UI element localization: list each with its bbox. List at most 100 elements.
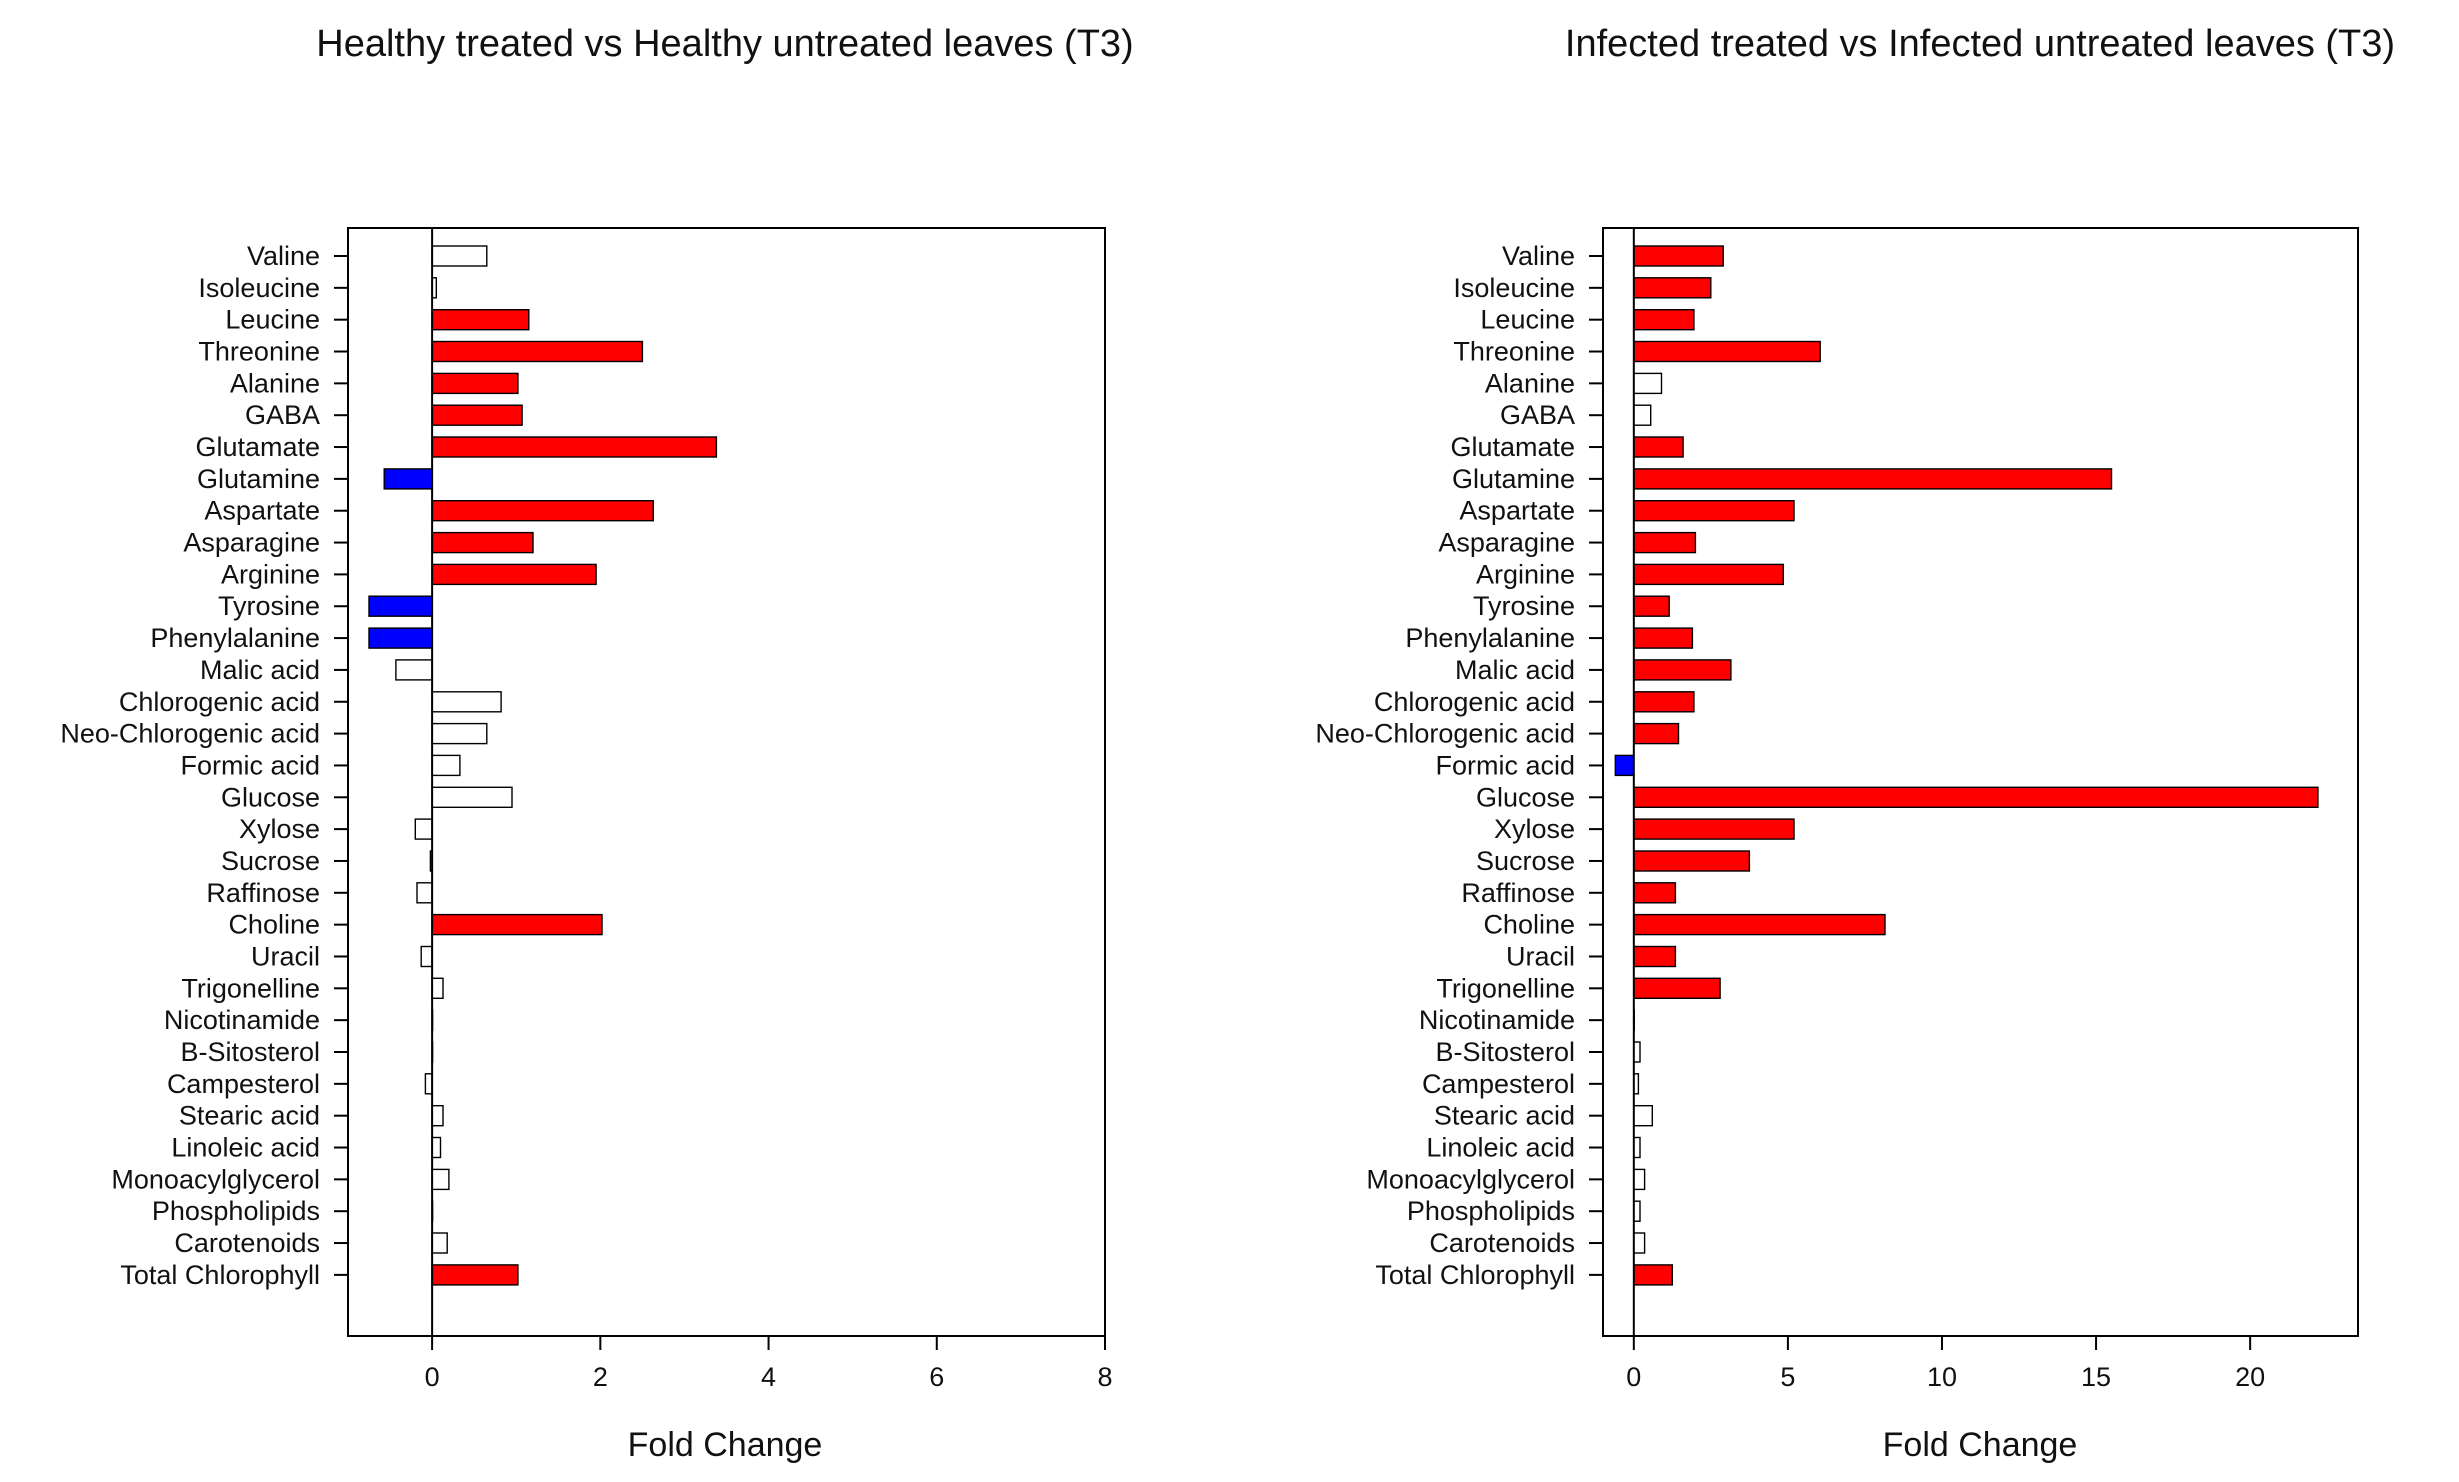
bar-uracil (1633, 945, 1677, 968)
x-tick-label: 15 (2081, 1362, 2111, 1392)
category-label: Xylose (239, 814, 320, 844)
bar-leucine (1633, 309, 1695, 331)
bar-chlorogenic-acid (1633, 691, 1695, 713)
x-tick-label: 6 (929, 1362, 944, 1392)
category-label: Uracil (1506, 941, 1575, 971)
bar-xylose (414, 818, 433, 840)
bar-total-chlorophyll (1633, 1264, 1674, 1286)
bar-neo-chlorogenic-acid (1633, 722, 1680, 745)
x-tick-label: 5 (1780, 1362, 1795, 1392)
bar-phenylalanine (1633, 627, 1694, 649)
category-label: Asparagine (183, 528, 320, 558)
category-label: Neo-Chlorogenic acid (60, 719, 320, 749)
category-label: Malic acid (1455, 655, 1575, 685)
bar-group (368, 228, 718, 1336)
category-label: Tyrosine (1473, 591, 1575, 621)
category-label: Raffinose (206, 878, 320, 908)
category-label: Linoleic acid (171, 1133, 320, 1163)
category-label: Neo-Chlorogenic acid (1315, 719, 1575, 749)
bar-monoacylglycerol (1633, 1168, 1646, 1191)
category-label: Glutamate (195, 432, 320, 462)
bar-formic-acid (1614, 754, 1635, 777)
bar-uracil (420, 945, 433, 968)
category-label: Formic acid (1435, 750, 1575, 780)
category-label: Isoleucine (198, 273, 320, 303)
bar-valine (431, 245, 488, 267)
category-labels: ValineIsoleucineLeucineThreonineAlanineG… (1315, 241, 1603, 1290)
category-label: Alanine (230, 368, 320, 398)
bar-valine (1633, 245, 1724, 267)
category-label: Threonine (198, 337, 320, 367)
category-label: Campesterol (167, 1069, 320, 1099)
category-label: Phenylalanine (150, 623, 320, 653)
category-label: Uracil (251, 941, 320, 971)
category-label: Glucose (221, 782, 320, 812)
category-label: Valine (1502, 241, 1575, 271)
bar-gaba (431, 404, 523, 426)
bar-chlorogenic-acid (431, 691, 502, 713)
bar-choline (1633, 913, 1886, 936)
category-label: Trigonelline (1436, 973, 1575, 1003)
category-label: Raffinose (1461, 878, 1575, 908)
category-label: Formic acid (180, 750, 320, 780)
bar-leucine (431, 309, 530, 331)
bar-alanine (1633, 372, 1663, 395)
category-label: Total Chlorophyll (1375, 1260, 1575, 1290)
panel-title: Infected treated vs Infected untreated l… (1565, 23, 2395, 65)
bar-threonine (431, 340, 644, 363)
bar-arginine (431, 563, 597, 586)
category-label: Isoleucine (1453, 273, 1575, 303)
bar-linoleic-acid (431, 1136, 442, 1159)
category-label: Sucrose (221, 846, 320, 876)
category-label: Aspartate (1459, 496, 1575, 526)
bar-stearic-acid (431, 1104, 444, 1127)
bar-phenylalanine (368, 627, 433, 649)
bar-alanine (431, 372, 519, 395)
x-tick-label: 4 (761, 1362, 776, 1392)
category-label: Valine (247, 241, 320, 271)
bar-neo-chlorogenic-acid (431, 722, 488, 745)
category-label: Glutamate (1450, 432, 1575, 462)
category-label: Carotenoids (1429, 1228, 1575, 1258)
category-label: GABA (1500, 400, 1575, 430)
bar-aspartate (431, 500, 655, 522)
bar-glutamate (1633, 436, 1684, 458)
x-tick-label: 2 (593, 1362, 608, 1392)
category-label: Xylose (1494, 814, 1575, 844)
category-label: Phospholipids (1407, 1196, 1575, 1226)
bar-sucrose (1633, 850, 1751, 872)
bar-carotenoids (431, 1232, 448, 1254)
bar-formic-acid (431, 754, 461, 777)
category-label: Linoleic acid (1426, 1133, 1575, 1163)
bar-total-chlorophyll (431, 1264, 519, 1286)
bar-xylose (1633, 818, 1795, 840)
bar-campesterol (424, 1073, 433, 1095)
category-label: Chlorogenic acid (119, 687, 320, 717)
bar-gaba (1633, 404, 1652, 426)
category-label: Alanine (1485, 368, 1575, 398)
category-label: Nicotinamide (164, 1005, 320, 1035)
bar-trigonelline (431, 977, 444, 999)
category-label: Sucrose (1476, 846, 1575, 876)
bar-arginine (1633, 563, 1785, 586)
bar-malic-acid (395, 659, 433, 681)
x-tick-label: 20 (2235, 1362, 2265, 1392)
bar-glutamine (1633, 468, 2113, 490)
category-label: Trigonelline (181, 973, 320, 1003)
category-label: Leucine (225, 305, 320, 335)
x-tick-label: 0 (1626, 1362, 1641, 1392)
category-label: Asparagine (1438, 528, 1575, 558)
category-label: Aspartate (204, 496, 320, 526)
x-axis-label: Fold Change (628, 1426, 823, 1464)
category-label: Glutamine (197, 464, 320, 494)
category-label: Malic acid (200, 655, 320, 685)
category-label: Monoacylglycerol (1366, 1164, 1575, 1194)
bar-trigonelline (1633, 977, 1721, 999)
bar-aspartate (1633, 500, 1795, 522)
category-label: Phenylalanine (1405, 623, 1575, 653)
bar-glutamine (383, 468, 433, 490)
category-label: Tyrosine (218, 591, 320, 621)
category-label: Threonine (1453, 337, 1575, 367)
